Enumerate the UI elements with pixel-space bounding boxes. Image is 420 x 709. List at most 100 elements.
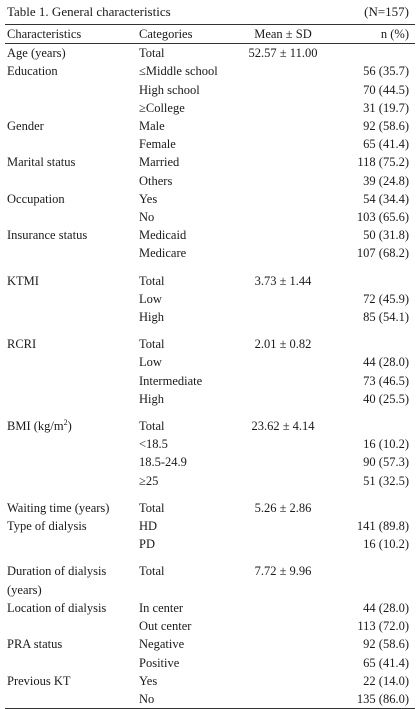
cell-category: Total [139, 46, 165, 61]
cell-n-pct: 92 (58.6) [363, 637, 409, 652]
cell-mean-sd [233, 372, 331, 390]
cell-characteristic [5, 81, 137, 99]
table-row: Occupation Yes 54 (34.4) [5, 190, 415, 208]
cell-characteristic [5, 472, 137, 490]
cell-n-pct [331, 408, 415, 435]
cell-mean-sd: 23.62 ± 4.14 [251, 419, 315, 434]
cell-category: Yes [139, 191, 158, 206]
cell-category: Married [139, 155, 180, 170]
cell-mean-sd [233, 135, 331, 153]
cell-n-pct: 16 (10.2) [363, 437, 409, 452]
cell-mean-sd [233, 672, 331, 690]
cell-n-pct: 90 (57.3) [363, 455, 409, 470]
cell-characteristic: Education [5, 62, 137, 80]
cell-mean-sd [233, 308, 331, 326]
cell-category: Intermediate [139, 373, 203, 388]
cell-characteristic [5, 453, 137, 471]
cell-category: High school [139, 82, 200, 97]
cell-mean-sd [233, 99, 331, 117]
cell-characteristic: Marital status [5, 153, 137, 171]
table-row: Intermediate 73 (46.5) [5, 372, 415, 390]
table-row: No 135 (86.0) [5, 690, 415, 709]
cell-n-pct: 39 (24.8) [363, 173, 409, 188]
cell-mean-sd: 7.72 ± 9.96 [254, 564, 312, 579]
cell-characteristic: Age (years) [5, 44, 137, 63]
cell-mean-sd [233, 435, 331, 453]
cell-mean-sd [233, 244, 331, 262]
cell-category: Total [139, 500, 165, 515]
header-n-pct: n (%) [380, 27, 409, 41]
characteristics-table: Characteristics Categories Mean ± SD n (… [5, 24, 415, 709]
cell-category: Total [139, 564, 165, 579]
table-row: Marital status Married 118 (75.2) [5, 153, 415, 171]
header-categories: Categories [139, 27, 193, 41]
cell-category: Total [139, 419, 165, 434]
cell-n-pct: 141 (89.8) [356, 519, 409, 534]
cell-mean-sd [233, 453, 331, 471]
table-row: BMI (kg/m2) Total 23.62 ± 4.14 [5, 408, 415, 435]
cell-characteristic [5, 290, 137, 308]
table-row: Type of dialysis HD 141 (89.8) [5, 517, 415, 535]
table-row: PRA status Negative 92 (58.6) [5, 635, 415, 653]
cell-n-pct: 107 (68.2) [356, 246, 409, 261]
table-row: Age (years) Total 52.57 ± 11.00 [5, 44, 415, 63]
characteristic-text: Gender [7, 119, 44, 134]
table-row: Location of dialysis In center 44 (28.0) [5, 599, 415, 617]
cell-characteristic: KTMI [5, 263, 137, 290]
characteristic-text: Previous KT [7, 673, 71, 688]
cell-n-pct [331, 44, 415, 63]
cell-n-pct: 118 (75.2) [357, 155, 409, 170]
table-row: Insurance status Medicaid 50 (31.8) [5, 226, 415, 244]
cell-category: No [139, 210, 155, 225]
cell-n-pct [331, 490, 415, 517]
table-row: Duration of dialysis (years) Total 7.72 ± … [5, 553, 415, 598]
table-row: Education ≤Middle school 56 (35.7) [5, 62, 415, 80]
cell-mean-sd [233, 472, 331, 490]
cell-characteristic [5, 435, 137, 453]
cell-category: PD [139, 537, 155, 552]
table-row: High 85 (54.1) [5, 308, 415, 326]
table-row: Low 44 (28.0) [5, 353, 415, 371]
table-row: Gender Male 92 (58.6) [5, 117, 415, 135]
table-row: Out center 113 (72.0) [5, 617, 415, 635]
cell-category: Out center [139, 619, 192, 634]
cell-n-pct: 56 (35.7) [363, 64, 409, 79]
cell-mean-sd [233, 62, 331, 80]
characteristic-text: Type of dialysis [7, 519, 87, 534]
characteristic-text: KTMI [7, 273, 39, 288]
cell-n-pct: 22 (14.0) [363, 673, 409, 688]
table-row: Medicare 107 (68.2) [5, 244, 415, 262]
table-row: <18.5 16 (10.2) [5, 435, 415, 453]
cell-characteristic [5, 172, 137, 190]
table-row: Female 65 (41.4) [5, 135, 415, 153]
cell-mean-sd [233, 599, 331, 617]
characteristic-text: Location of dialysis [7, 600, 107, 615]
cell-category: Low [139, 291, 162, 306]
cell-characteristic: Location of dialysis [5, 599, 137, 617]
characteristic-suffix: ) [67, 419, 72, 434]
cell-category: Low [139, 355, 162, 370]
cell-n-pct [331, 553, 415, 598]
cell-n-pct: 50 (31.8) [363, 228, 409, 243]
cell-n-pct: 31 (19.7) [363, 100, 409, 115]
cell-n-pct: 16 (10.2) [363, 537, 409, 552]
cell-characteristic [5, 535, 137, 553]
cell-category: HD [139, 519, 158, 534]
cell-n-pct: 65 (41.4) [363, 137, 409, 152]
cell-category: Medicare [139, 246, 187, 261]
cell-n-pct: 51 (32.5) [363, 473, 409, 488]
characteristic-text: Insurance status [7, 228, 88, 243]
cell-category: <18.5 [139, 437, 168, 452]
cell-n-pct: 113 (72.0) [357, 619, 409, 634]
cell-category: Total [139, 337, 165, 352]
table-row: No 103 (65.6) [5, 208, 415, 226]
table-row: KTMI Total 3.73 ± 1.44 [5, 263, 415, 290]
cell-mean-sd [233, 617, 331, 635]
cell-mean-sd [233, 208, 331, 226]
table-row: PD 16 (10.2) [5, 535, 415, 553]
cell-characteristic [5, 135, 137, 153]
cell-characteristic [5, 244, 137, 262]
characteristic-text: Waiting time (years) [7, 500, 110, 515]
cell-category: Medicaid [139, 228, 187, 243]
characteristic-text: Duration of dialysis (years) [7, 564, 107, 597]
